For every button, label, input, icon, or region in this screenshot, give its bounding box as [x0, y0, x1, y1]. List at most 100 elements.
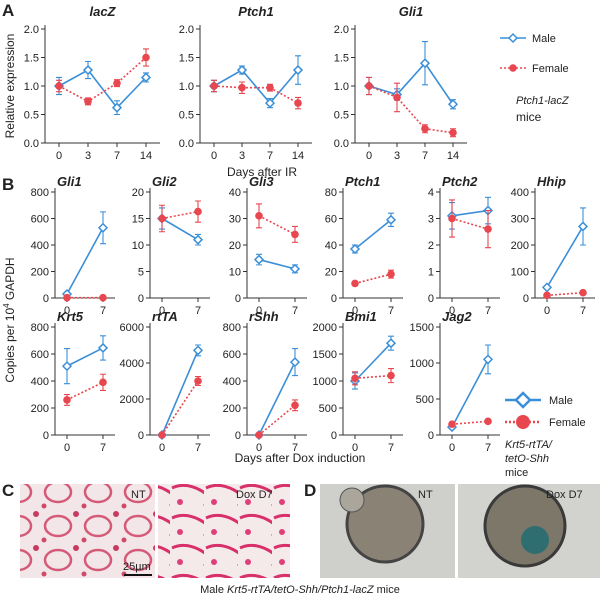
y-label-part: GAPDH [3, 257, 17, 303]
y-label-sup: 4 [2, 303, 11, 308]
x-tick-label: 7 [485, 442, 491, 454]
marker [387, 270, 395, 278]
y-tick-label: 100 [511, 267, 529, 279]
y-tick-label: 2.0 [334, 24, 349, 36]
chart-title: Bmi1 [345, 309, 377, 324]
y-tick-label: 1.0 [24, 81, 39, 93]
y-tick-label: 1.5 [24, 53, 39, 65]
marker [99, 293, 107, 302]
marker [421, 124, 429, 133]
series-line [451, 420, 489, 425]
marker [393, 93, 401, 102]
y-tick-label: 1.5 [179, 53, 194, 65]
y-tick-label: 400 [31, 376, 49, 388]
series-line [161, 380, 199, 436]
caption: Male Krt5-rtTA/tetO-Shh/Ptch1-lacZ mice [200, 584, 400, 596]
x-tick-label: 7 [485, 305, 491, 317]
y-tick-label: 600 [31, 214, 49, 226]
marker [194, 377, 202, 385]
marker [577, 221, 589, 232]
y-tick-label: 2.0 [24, 24, 39, 36]
y-tick-label: 1500 [313, 349, 337, 361]
y-tick-label: 15 [132, 214, 144, 226]
marker [385, 214, 397, 225]
y-tick-label: 1.0 [334, 81, 349, 93]
y-tick-label: 1500 [410, 322, 434, 334]
image-label: Dox D7 [236, 489, 273, 501]
y-tick-label: 400 [223, 376, 241, 388]
y-tick-label: 5 [138, 267, 144, 279]
y-tick-label: 20 [229, 240, 241, 252]
y-tick-label: 600 [31, 349, 49, 361]
y-tick-label: 10 [132, 240, 144, 252]
x-tick-label: 7 [100, 442, 106, 454]
marker [97, 342, 109, 353]
marker [255, 212, 263, 220]
note: Krt5-rtTA/ [505, 439, 553, 451]
y-tick-label: 0 [138, 293, 144, 305]
x-tick-label: 0 [366, 150, 372, 162]
marker [158, 431, 166, 439]
y-tick-label: 2000 [120, 394, 144, 406]
x-tick-label: 7 [388, 305, 394, 317]
series-line [451, 217, 489, 230]
y-tick-label: 6000 [120, 322, 144, 334]
marker [99, 378, 107, 387]
chart-title: rtTA [152, 309, 178, 324]
x-tick-label: 0 [159, 442, 165, 454]
series-line [213, 69, 299, 105]
y-tick-label: 500 [416, 394, 434, 406]
x-tick-label: 0 [544, 305, 550, 317]
y-tick-label: 80 [325, 187, 337, 199]
series-line [368, 85, 454, 134]
x-tick-label: 7 [422, 150, 428, 162]
x-tick-label: 3 [85, 150, 91, 162]
series-line [213, 85, 299, 104]
marker [194, 207, 202, 216]
image-label: NT [418, 489, 433, 501]
legend-label: Male [532, 33, 556, 45]
marker [448, 214, 456, 223]
series-line [368, 61, 454, 105]
y-tick-label: 0.0 [334, 138, 349, 150]
x-tick-label: 0 [449, 305, 455, 317]
marker [142, 53, 150, 62]
marker [349, 243, 361, 255]
y-tick-label: 0 [331, 430, 337, 442]
chart-title: Gli3 [249, 174, 274, 189]
y-tick-label: 0.5 [334, 110, 349, 122]
marker [253, 254, 265, 265]
y-tick-label: 200 [31, 403, 49, 415]
y-tick-label: 40 [325, 240, 337, 252]
scale-label: 25µm [123, 561, 151, 573]
y-tick-label: 800 [31, 187, 49, 199]
legend-marker [509, 64, 517, 72]
x-tick-label: 0 [64, 442, 70, 454]
y-tick-label: 0 [43, 430, 49, 442]
marker [484, 225, 492, 233]
marker [236, 64, 248, 76]
marker [266, 83, 274, 92]
series-line [258, 404, 296, 436]
series-line [161, 210, 199, 220]
series-line [258, 215, 296, 236]
y-tick-label: 3 [428, 214, 434, 226]
y-tick-label: 800 [31, 322, 49, 334]
marker [210, 82, 218, 90]
series-line [354, 342, 392, 382]
marker [292, 64, 304, 76]
x-tick-label: 0 [56, 150, 62, 162]
marker [192, 234, 204, 245]
marker [387, 371, 395, 380]
y-tick-label: 20 [325, 267, 337, 279]
series-line [546, 291, 584, 297]
y-tick-label: 200 [511, 240, 529, 252]
y-tick-label: 1000 [313, 376, 337, 388]
y-tick-label: 1.0 [179, 81, 194, 93]
legend-marker [507, 32, 519, 44]
y-label-part: Copies per 10 [3, 308, 17, 383]
marker [192, 345, 204, 356]
y-tick-label: 0 [331, 293, 337, 305]
marker [238, 83, 246, 92]
marker [449, 128, 457, 137]
